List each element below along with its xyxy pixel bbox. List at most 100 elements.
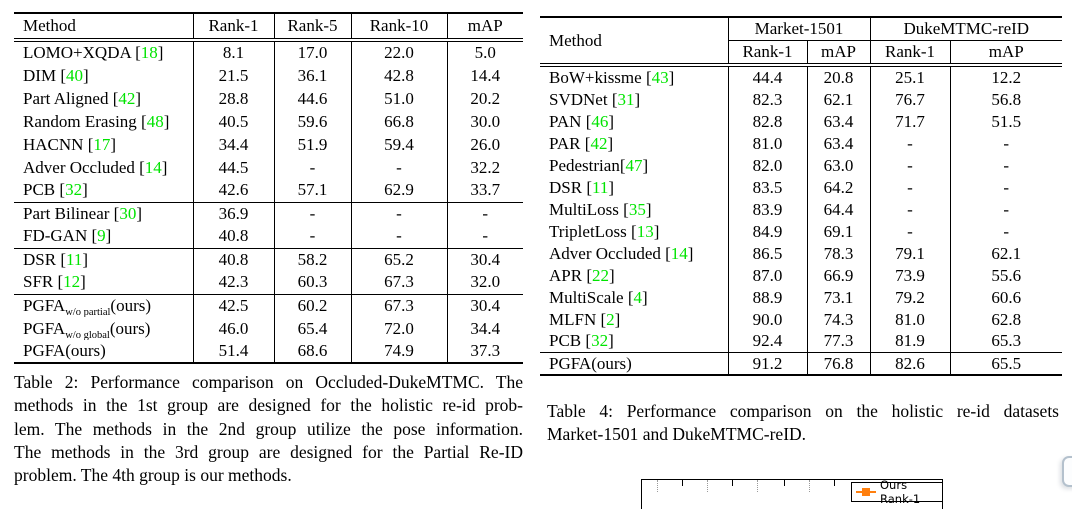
- value-cell: 63.4: [807, 110, 871, 132]
- value-cell: 44.6: [274, 87, 352, 110]
- value-cell: 22.0: [351, 40, 448, 64]
- value-cell: 51.5: [991, 111, 1022, 131]
- table-row: DIM [40] 21.5 36.1 42.8 14.4: [14, 64, 523, 87]
- citation-link[interactable]: 2: [606, 309, 615, 329]
- value-cell: 28.8: [193, 87, 275, 110]
- citation-link[interactable]: 32: [65, 180, 83, 200]
- value-cell: 36.9: [193, 201, 275, 225]
- value-cell: 76.7: [870, 88, 951, 110]
- value-cell: 84.9: [728, 220, 808, 242]
- citation-link[interactable]: 11: [66, 249, 83, 269]
- value-cell: 81.0: [870, 308, 951, 330]
- value-cell: 40.5: [193, 110, 275, 133]
- value-cell: 82.3: [728, 88, 808, 110]
- value-cell: 34.4: [193, 133, 275, 156]
- column-header-market-rank1: Rank-1: [728, 40, 808, 67]
- value-cell: 62.9: [351, 179, 448, 202]
- value-cell: 77.3: [807, 330, 871, 352]
- citation-link[interactable]: 22: [592, 265, 609, 285]
- value-cell: -: [274, 201, 352, 225]
- axis-tick: [834, 480, 835, 486]
- value-cell: 72.0: [351, 317, 448, 340]
- value-cell: 82.8: [728, 110, 808, 132]
- value-cell: 51.4: [193, 340, 275, 364]
- method-cell: TripletLoss [13]: [540, 220, 729, 242]
- table4-header-row-metrics: Rank-1 mAP Rank-1 mAP: [540, 40, 1063, 67]
- table-row: BoW+kissme [43] 44.4 20.8 25.1 12.2: [540, 65, 1062, 88]
- value-cell: 59.6: [274, 110, 352, 133]
- method-cell: PGFA(ours): [540, 351, 729, 376]
- citation-link[interactable]: 17: [93, 134, 111, 154]
- method-cell: PGFAw/o partial(ours): [14, 293, 194, 317]
- value-cell: 30.0: [470, 111, 501, 131]
- citation-link[interactable]: 13: [636, 221, 654, 241]
- value-cell: 66.9: [807, 264, 871, 286]
- value-cell: 81.0: [728, 132, 808, 154]
- value-cell: 40.8: [193, 225, 275, 248]
- table-row: PGFAw/o global(ours) 46.0 65.4 72.0 34.4: [14, 317, 523, 340]
- citation-link[interactable]: 46: [591, 111, 609, 131]
- method-cell: Part Aligned [42]: [14, 87, 194, 110]
- citation-link[interactable]: 4: [633, 287, 643, 307]
- value-cell: 83.5: [728, 176, 808, 198]
- value-cell: 71.7: [870, 110, 951, 132]
- value-cell: 79.2: [870, 286, 951, 308]
- value-cell: 60.6: [991, 287, 1022, 307]
- citation-link[interactable]: 14: [144, 157, 162, 177]
- citation-link[interactable]: 18: [140, 43, 158, 62]
- citation-link[interactable]: 42: [118, 88, 136, 108]
- group-header-dukemtmc: DukeMTMC-reID: [870, 16, 1063, 41]
- value-cell: -: [870, 154, 951, 176]
- column-header-rank10: Rank-10: [351, 12, 448, 42]
- value-cell: 91.2: [728, 351, 808, 376]
- citation-link[interactable]: 35: [628, 199, 646, 219]
- value-cell: 25.1: [870, 65, 951, 88]
- citation-link[interactable]: 14: [670, 243, 688, 263]
- value-cell: -: [870, 132, 951, 154]
- citation-link[interactable]: 48: [146, 111, 164, 131]
- table-row: PAR [42] 81.0 63.4- -: [540, 132, 1062, 154]
- value-cell: 42.6: [193, 179, 275, 202]
- citation-link[interactable]: 31: [617, 89, 635, 109]
- table-row: SFR [12] 42.3 60.3 67.3 32.0: [14, 271, 523, 294]
- citation-link[interactable]: 32: [591, 331, 609, 351]
- value-cell: 20.8: [807, 65, 871, 88]
- citation-link[interactable]: 42: [590, 133, 608, 153]
- value-cell: 65.2: [351, 247, 448, 271]
- value-cell: -: [870, 176, 951, 198]
- value-cell: -: [1003, 199, 1010, 219]
- column-header-map: mAP: [447, 12, 523, 42]
- value-cell: 8.1: [193, 40, 275, 64]
- value-cell: -: [870, 220, 951, 242]
- caption-line: The methods in the 3rd group are designe…: [14, 441, 523, 462]
- value-cell: 64.4: [807, 198, 871, 220]
- table2-header-row: Method Rank-1 Rank-5 Rank-10 mAP: [14, 12, 523, 42]
- citation-link[interactable]: 47: [625, 155, 643, 175]
- table-row: Adver Occluded [14] 44.5- -32.2: [14, 156, 523, 179]
- citation-link[interactable]: 9: [97, 226, 106, 246]
- column-header-method: Method: [14, 12, 194, 42]
- value-cell: 30.4: [447, 293, 523, 317]
- value-cell: 58.2: [274, 247, 352, 271]
- value-cell: 76.8: [807, 351, 871, 376]
- value-cell: 12.2: [991, 68, 1022, 87]
- value-cell: 69.1: [807, 220, 871, 242]
- citation-link[interactable]: 30: [119, 203, 137, 223]
- table4-caption: Table 4: Performance comparison on the h…: [547, 400, 1059, 447]
- value-cell: 56.8: [991, 89, 1022, 109]
- citation-link[interactable]: 12: [63, 272, 81, 292]
- value-cell: 20.2: [470, 88, 501, 108]
- citation-link[interactable]: 11: [592, 177, 609, 197]
- value-cell: -: [447, 201, 523, 225]
- value-cell: 92.4: [728, 330, 808, 352]
- value-cell: -: [351, 156, 448, 179]
- method-cell: Adver Occluded [14]: [540, 242, 729, 264]
- value-cell: -: [351, 225, 448, 248]
- table-row: Pedestrian[47] 82.0 63.0- -: [540, 154, 1062, 176]
- value-cell: 73.1: [807, 286, 871, 308]
- table-row: MultiLoss [35] 83.9 64.4- -: [540, 198, 1062, 220]
- citation-link[interactable]: 40: [65, 65, 83, 85]
- value-cell: 44.5: [193, 156, 275, 179]
- citation-link[interactable]: 43: [651, 68, 669, 87]
- column-header-rank1: Rank-1: [193, 12, 275, 42]
